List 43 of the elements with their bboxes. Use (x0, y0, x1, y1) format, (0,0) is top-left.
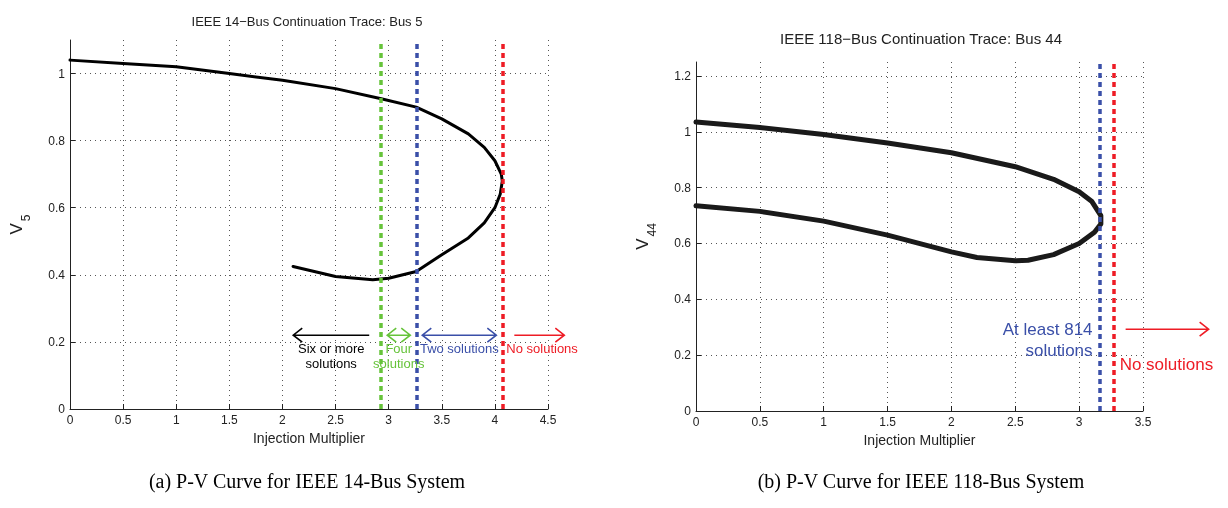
y-tick-label: 0.8 (48, 133, 66, 148)
x-tick-label: 1.5 (879, 415, 897, 429)
x-tick-label: 1 (172, 413, 180, 427)
x-tick-label: 1.5 (220, 413, 238, 427)
x-tick-label: 3.5 (1134, 415, 1152, 429)
y-axis-title: V44 (633, 222, 659, 250)
x-tick-label: 0.5 (751, 415, 769, 429)
y-tick-label: 0.6 (674, 236, 692, 251)
ref-line-label: No solutions (1119, 355, 1214, 375)
x-axis-title: Injection Multiplier (252, 430, 366, 446)
x-tick-label: 4.5 (539, 413, 557, 427)
chart-title: IEEE 118−Bus Continuation Trace: Bus 44 (780, 30, 1062, 47)
y-tick-label: 0.2 (48, 334, 66, 349)
y-tick-label: 1.2 (674, 68, 692, 83)
annotation: Six or more solutions (297, 341, 365, 372)
x-tick-label: 3 (1075, 415, 1083, 429)
chart-title: IEEE 14−Bus Continuation Trace: Bus 5 (191, 14, 423, 29)
ref-line-label: At least 814 solutions (1001, 319, 1093, 362)
x-tick-label: 2.5 (327, 413, 345, 427)
x-tick-label: 1 (820, 415, 828, 429)
x-tick-label: 2 (279, 413, 287, 427)
y-tick-label: 1 (58, 66, 66, 81)
y-tick-label: 0 (684, 404, 692, 418)
y-axis-title: V5 (7, 214, 33, 235)
x-tick-label: 0.5 (114, 413, 132, 427)
y-tick-label: 0.6 (48, 200, 66, 215)
y-tick-label: 0.8 (674, 180, 692, 195)
y-tick-label: 0.4 (48, 267, 66, 282)
x-axis-title: Injection Multiplier (863, 432, 976, 448)
line-series (68, 58, 504, 282)
ref-line-label: No solutions (506, 341, 578, 357)
y-tick-label: 1 (684, 124, 692, 139)
text: (b) P-V Curve for IEEE 118-Bus System (756, 470, 1086, 493)
ref-line-label: Two solutions (418, 341, 500, 357)
x-tick-label: 3.5 (433, 413, 451, 427)
x-tick-label: 2.5 (1006, 415, 1024, 429)
y-tick-label: 0 (58, 402, 66, 416)
x-tick-label: 2 (948, 415, 956, 429)
y-tick-label: 0.2 (674, 348, 692, 363)
text: (a) P-V Curve for IEEE 14-Bus System (147, 470, 467, 493)
y-tick-label: 0.4 (674, 292, 692, 307)
x-tick-label: 4 (491, 413, 499, 427)
x-tick-label: 3 (385, 413, 393, 427)
